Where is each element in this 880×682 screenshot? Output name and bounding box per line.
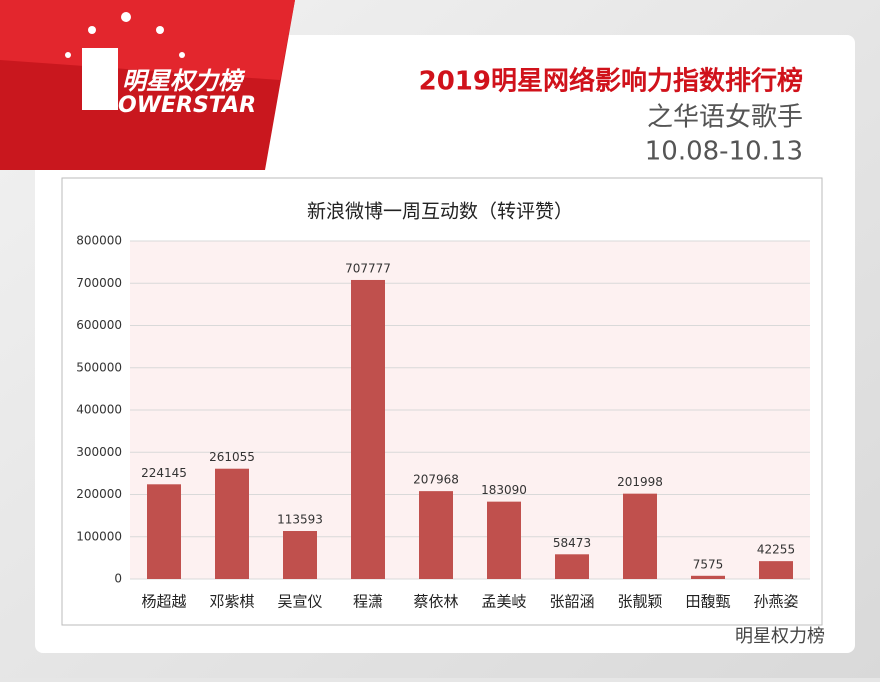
x-tick-label: 孙燕姿 [753, 593, 798, 611]
bar [691, 575, 725, 579]
y-tick-label: 100000 [76, 529, 122, 543]
x-tick-label: 张靓颖 [617, 593, 662, 611]
data-label: 207968 [413, 473, 459, 487]
x-tick-label: 蔡依林 [413, 593, 458, 611]
bar [759, 561, 793, 579]
data-label: 58473 [553, 536, 591, 550]
data-label: 261055 [209, 450, 255, 464]
y-tick-label: 500000 [76, 360, 122, 374]
logo-cn: 明星权力榜 [122, 67, 246, 95]
logo-fist [82, 48, 118, 110]
bar [283, 531, 317, 579]
x-tick-label: 孟美岐 [481, 593, 526, 611]
data-label: 707777 [345, 261, 391, 275]
data-label: 42255 [757, 543, 795, 557]
logo-banner-light [0, 0, 295, 80]
page-subtitle: 之华语女歌手 [647, 103, 803, 133]
logo-en: OWERSTAR [118, 93, 256, 118]
data-label: 201998 [617, 475, 663, 489]
watermark: 明星权力榜 [735, 626, 825, 647]
data-label: 183090 [481, 483, 527, 497]
y-tick-label: 700000 [76, 276, 122, 290]
bar [215, 468, 249, 579]
bar [351, 279, 385, 579]
bar [487, 501, 521, 579]
x-tick-label: 程潇 [353, 593, 383, 611]
bar [147, 484, 181, 579]
logo-stars [65, 12, 185, 58]
x-tick-label: 吴宣仪 [277, 593, 322, 611]
bar [555, 554, 589, 579]
y-tick-label: 200000 [76, 487, 122, 501]
chart-title: 新浪微博一周互动数（转评赞） [307, 201, 573, 223]
y-tick-label: 800000 [76, 234, 122, 248]
x-tick-label: 杨超越 [141, 593, 186, 611]
data-label: 224145 [141, 466, 187, 480]
y-tick-label: 600000 [76, 318, 122, 332]
bar [623, 493, 657, 579]
page-date: 10.08-10.13 [645, 137, 803, 167]
plot: 0 100000 200000 300000 400000 500000 600000 700… [76, 234, 810, 611]
bar [419, 491, 453, 579]
data-label: 113593 [277, 513, 323, 527]
data-label: 7575 [693, 557, 724, 571]
x-tick-label: 张韶涵 [549, 593, 594, 611]
y-tick-label: 400000 [76, 403, 122, 417]
x-tick-label: 田馥甄 [685, 593, 730, 611]
page-title: 2019明星网络影响力指数排行榜 [419, 66, 803, 97]
x-tick-label: 邓紫棋 [209, 593, 254, 611]
y-tick-label: 0 [114, 572, 122, 586]
y-tick-label: 300000 [76, 445, 122, 459]
